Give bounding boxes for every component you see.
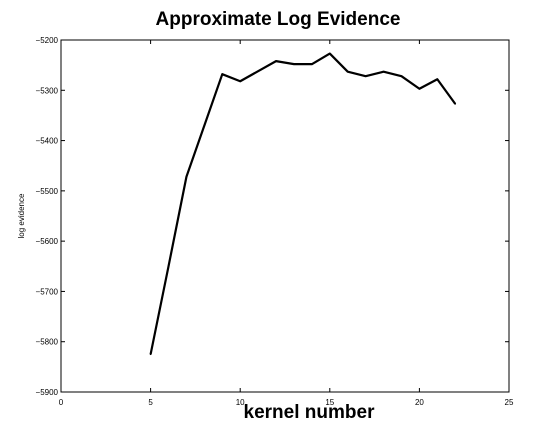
y-axis-ticks: −5900 −5800 −5700 −5600 −5500 −5400 −5300 −5200 — [36, 36, 509, 397]
data-point — [436, 78, 439, 81]
chart-title: Approximate Log Evidence — [156, 9, 401, 30]
y-tick-label: −5900 — [36, 388, 59, 397]
data-point — [275, 60, 277, 62]
data-point — [293, 63, 295, 65]
y-tick-label: −5700 — [36, 287, 59, 296]
data-point — [400, 75, 403, 78]
data-point — [257, 70, 259, 72]
data-point — [364, 75, 367, 78]
x-axis-ticks: 0 5 10 15 20 25 — [59, 40, 514, 407]
plot-frame — [60, 39, 510, 393]
data-point — [167, 265, 170, 268]
data-point — [221, 73, 224, 75]
y-tick-label: −5200 — [36, 36, 59, 45]
data-point — [346, 70, 349, 73]
y-tick-label: −5800 — [36, 338, 59, 347]
x-tick-label: 0 — [59, 398, 64, 407]
data-point — [239, 80, 241, 83]
data-point — [185, 175, 188, 178]
y-tick-label: −5400 — [36, 137, 59, 146]
x-tick-label: 25 — [505, 398, 514, 407]
x-tick-label: 20 — [415, 398, 424, 407]
x-axis-label: kernel number — [244, 402, 376, 423]
data-point — [203, 124, 206, 127]
series-line — [149, 52, 457, 355]
y-tick-label: −5600 — [36, 237, 59, 246]
series-points — [149, 52, 457, 356]
x-tick-label: 15 — [325, 398, 334, 407]
data-point — [149, 353, 152, 356]
x-tick-label: 10 — [236, 398, 245, 407]
data-point — [329, 52, 331, 55]
x-tick-label: 5 — [148, 398, 153, 407]
data-point — [454, 103, 457, 105]
data-point — [311, 63, 313, 65]
y-axis-label: log evidence — [17, 193, 26, 238]
y-tick-label: −5300 — [36, 86, 59, 95]
data-point — [382, 70, 385, 73]
data-point — [418, 87, 421, 90]
y-tick-label: −5500 — [36, 187, 59, 196]
